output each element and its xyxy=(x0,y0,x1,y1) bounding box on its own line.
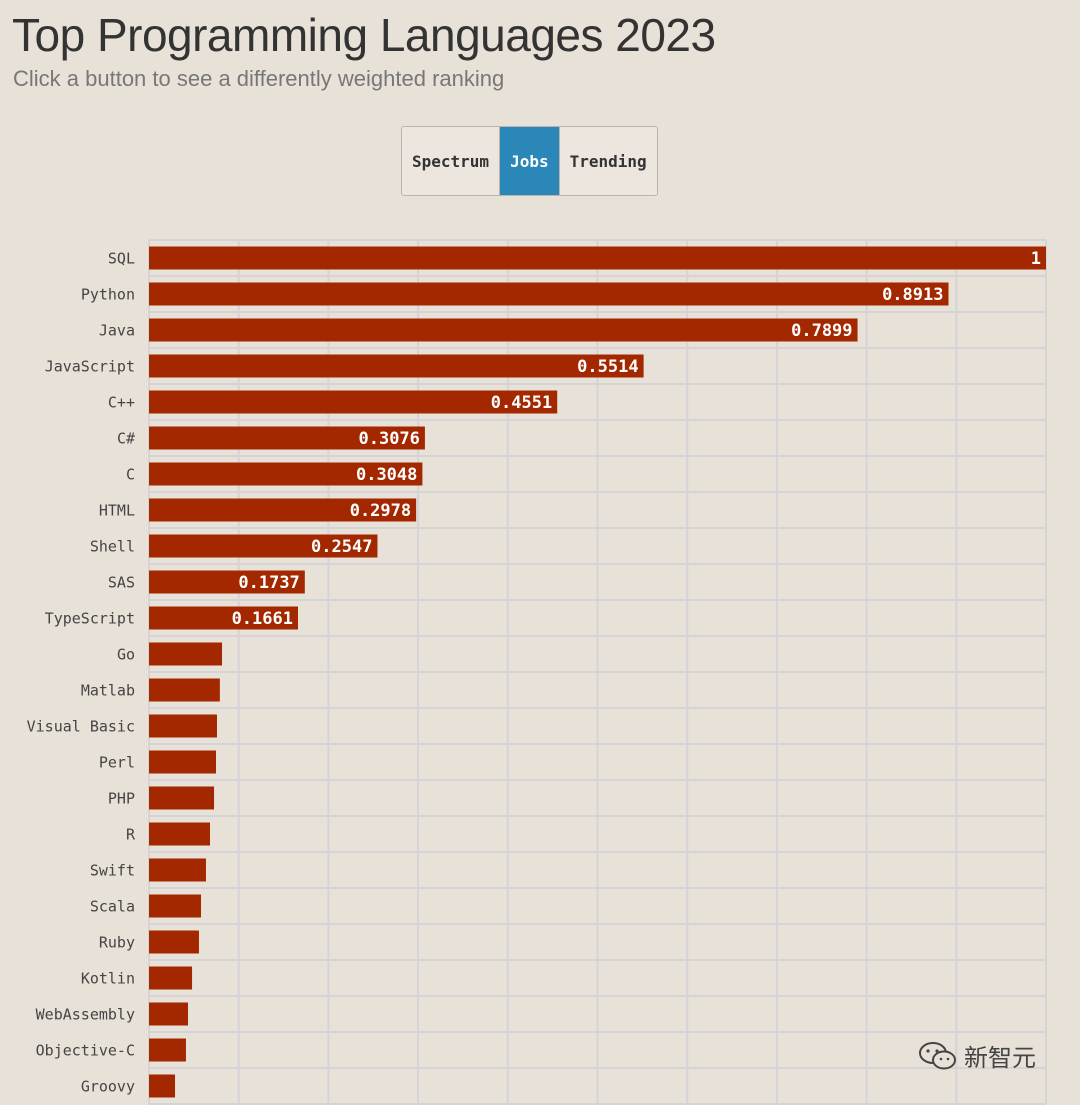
chart-subtitle: Click a button to see a differently weig… xyxy=(13,66,505,91)
category-label: Go xyxy=(117,646,135,664)
bar xyxy=(149,354,644,378)
ranking-button[interactable]: Trending xyxy=(559,127,657,195)
category-label: JavaScript xyxy=(45,358,135,376)
ranking-buttons: Spectrum Jobs Trending xyxy=(401,126,658,196)
bar xyxy=(149,498,417,522)
bar xyxy=(149,858,206,882)
bar xyxy=(149,1038,186,1062)
value-label: 0.2978 xyxy=(350,501,411,521)
bar xyxy=(149,282,949,306)
category-label: Kotlin xyxy=(81,970,135,988)
value-label: 0.3076 xyxy=(358,429,419,449)
value-label: 0.7899 xyxy=(791,321,852,341)
category-label: WebAssembly xyxy=(36,1006,135,1024)
bar xyxy=(149,246,1046,270)
bar xyxy=(149,426,425,450)
bar xyxy=(149,678,220,702)
ranking-button[interactable]: Spectrum xyxy=(402,127,501,195)
category-label: Ruby xyxy=(99,934,135,952)
watermark-icon xyxy=(919,1041,956,1069)
ranking-button[interactable]: Jobs xyxy=(500,127,560,195)
value-label: 1 xyxy=(1031,249,1041,269)
category-label: Matlab xyxy=(81,682,135,700)
category-label: HTML xyxy=(99,502,135,520)
watermark: 新智元 xyxy=(918,1038,1036,1073)
category-label: Scala xyxy=(90,898,135,916)
bar xyxy=(149,570,305,594)
bar xyxy=(149,462,423,486)
bar xyxy=(149,390,558,414)
category-label: Python xyxy=(81,286,135,304)
category-label: C++ xyxy=(108,394,135,412)
category-label: SQL xyxy=(108,250,135,268)
value-label: 0.8913 xyxy=(882,285,943,305)
bar xyxy=(149,1074,176,1098)
bar xyxy=(149,1002,189,1026)
bar xyxy=(149,642,223,666)
category-label: Java xyxy=(99,322,135,340)
bar xyxy=(149,318,858,342)
category-label: Visual Basic xyxy=(27,718,135,736)
bar xyxy=(149,786,215,810)
category-label: Perl xyxy=(99,754,135,772)
bar xyxy=(149,930,199,954)
bar xyxy=(149,750,217,774)
bar xyxy=(149,534,378,558)
category-label: Groovy xyxy=(81,1078,135,1096)
category-label: C# xyxy=(117,430,135,448)
value-label: 0.2547 xyxy=(311,537,372,557)
category-label: Shell xyxy=(90,538,135,556)
category-label: C xyxy=(126,466,135,484)
value-label: 0.5514 xyxy=(577,357,638,377)
bar xyxy=(149,714,217,738)
category-label: R xyxy=(126,826,136,844)
category-label: TypeScript xyxy=(45,610,135,628)
bar xyxy=(149,894,202,918)
value-label: 0.1737 xyxy=(238,573,299,593)
category-label: PHP xyxy=(108,790,135,808)
bar xyxy=(149,966,193,990)
category-label: SAS xyxy=(108,574,135,592)
chart-title: Top Programming Languages 2023 xyxy=(12,9,716,61)
bar xyxy=(149,606,298,630)
value-label: 0.1661 xyxy=(232,609,293,629)
value-label: 0.4551 xyxy=(491,393,552,413)
category-label: Swift xyxy=(90,862,135,880)
bar xyxy=(149,822,210,846)
watermark-text: 新智元 xyxy=(964,1044,1036,1072)
category-label: Objective-C xyxy=(36,1042,135,1060)
value-label: 0.3048 xyxy=(356,465,417,485)
